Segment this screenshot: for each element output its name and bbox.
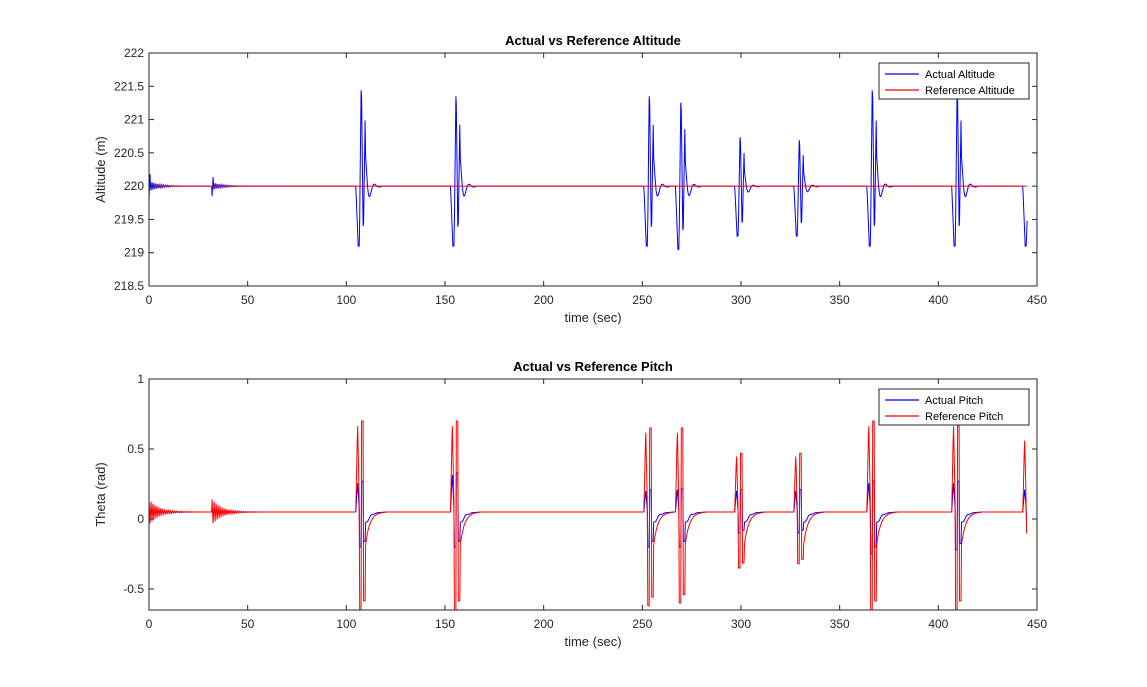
x-tick-label: 350 bbox=[830, 293, 850, 307]
x-tick-label: 350 bbox=[830, 617, 850, 631]
x-tick-label: 400 bbox=[928, 293, 948, 307]
x-tick-label: 100 bbox=[336, 617, 356, 631]
y-tick-label: 0.5 bbox=[127, 442, 144, 456]
chart-title: Actual vs Reference Pitch bbox=[513, 359, 673, 374]
y-tick-label: 1 bbox=[137, 372, 144, 386]
x-tick-label: 150 bbox=[435, 293, 455, 307]
legend-box bbox=[878, 388, 1030, 426]
x-tick-label: 50 bbox=[241, 617, 255, 631]
legend-box bbox=[878, 62, 1030, 100]
y-tick-label: 222 bbox=[124, 46, 144, 60]
y-tick-label: 221 bbox=[124, 113, 144, 127]
x-tick-label: 0 bbox=[146, 617, 153, 631]
legend-label: Reference Pitch bbox=[925, 411, 1003, 423]
axes-box bbox=[148, 52, 1038, 287]
y-axis-label: Theta (rad) bbox=[93, 462, 108, 526]
altitude-plot: 0 50 100 150 200 250 300 350 400 450 218.5 219 219.5… bbox=[93, 33, 1047, 325]
axes-box bbox=[148, 378, 1038, 611]
legend-label: Actual Pitch bbox=[925, 395, 983, 407]
y-tick-label: -0.5 bbox=[123, 582, 144, 596]
y-tick-label: 219.5 bbox=[114, 212, 144, 226]
y-tick-label: 0 bbox=[137, 512, 144, 526]
x-tick-label: 100 bbox=[336, 293, 356, 307]
x-tick-label: 300 bbox=[731, 293, 751, 307]
legend: Actual Pitch Reference Pitch bbox=[878, 388, 1030, 426]
legend-label: Actual Altitude bbox=[925, 69, 995, 81]
y-tick-label: 219 bbox=[124, 246, 144, 260]
x-tick-label: 450 bbox=[1027, 617, 1047, 631]
x-tick-label: 250 bbox=[632, 617, 652, 631]
x-tick-label: 200 bbox=[534, 617, 554, 631]
y-axis-label: Altitude (m) bbox=[93, 136, 108, 202]
x-axis-label: time (sec) bbox=[564, 310, 621, 325]
y-tick-label: 220.5 bbox=[114, 146, 144, 160]
y-tick-label: 218.5 bbox=[114, 279, 144, 293]
pitch-plot: 0 50 100 150 200 250 300 350 400 450 -0.5 0 0.5 1 Actu… bbox=[93, 359, 1047, 649]
legend-label: Reference Altitude bbox=[925, 85, 1015, 97]
x-tick-label: 450 bbox=[1027, 293, 1047, 307]
y-tick-label: 220 bbox=[124, 179, 144, 193]
x-tick-label: 250 bbox=[632, 293, 652, 307]
x-tick-label: 400 bbox=[928, 617, 948, 631]
x-tick-label: 200 bbox=[534, 293, 554, 307]
x-tick-label: 150 bbox=[435, 617, 455, 631]
x-axis-label: time (sec) bbox=[564, 634, 621, 649]
y-tick-label: 221.5 bbox=[114, 79, 144, 93]
chart-title: Actual vs Reference Altitude bbox=[505, 33, 681, 48]
legend: Actual Altitude Reference Altitude bbox=[878, 62, 1030, 100]
series-line-reference-pitch bbox=[149, 420, 1028, 610]
x-tick-label: 0 bbox=[146, 293, 153, 307]
x-tick-label: 50 bbox=[241, 293, 255, 307]
x-tick-label: 300 bbox=[731, 617, 751, 631]
